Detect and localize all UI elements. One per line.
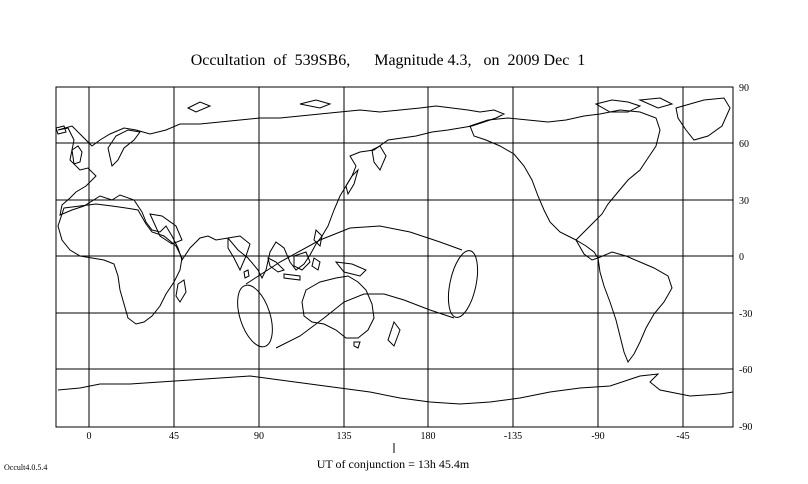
arctic-islands-coast-2: [638, 97, 674, 109]
australia-coast: [301, 275, 375, 339]
x-tick-label: -45: [676, 431, 689, 442]
iceland-coast: [55, 125, 67, 135]
y-tick-label: -90: [739, 422, 752, 433]
path-north-limit: [245, 225, 463, 285]
borneo-coast: [293, 251, 311, 271]
india-coast: [227, 235, 251, 272]
arabia-coast: [149, 213, 183, 245]
sumatra-coast: [267, 257, 285, 273]
eurasia-coast: [57, 105, 506, 280]
sri-lanka-coast: [243, 269, 250, 279]
tasmania-coast: [353, 341, 361, 349]
coastlines: [55, 97, 734, 405]
x-tick-label: -135: [504, 431, 522, 442]
grid: [56, 87, 733, 427]
x-tick-label: 0: [87, 431, 92, 442]
y-tick-labels: 90 60 30 0 -30 -60 -90: [739, 83, 752, 433]
path-end-ellipse: [447, 250, 479, 318]
uk-coast: [71, 145, 83, 165]
y-tick-label: 60: [739, 139, 749, 150]
greenland-coast: [675, 97, 731, 141]
novaya-zemlya: [186, 101, 212, 113]
path-south-limit: [275, 293, 455, 349]
x-tick-label: 180: [421, 431, 436, 442]
south-america-coast: [597, 251, 673, 364]
y-tick-label: 0: [739, 252, 744, 263]
sulawesi-coast: [311, 257, 321, 271]
x-tick-label: 90: [254, 431, 264, 442]
y-tick-label: -60: [739, 365, 752, 376]
y-tick-label: 30: [739, 196, 749, 207]
africa-coast: [57, 203, 183, 325]
scandinavia-coast: [107, 129, 141, 167]
north-america-coast: [469, 109, 661, 241]
siberia-islands: [299, 99, 332, 109]
new-zealand-coast: [387, 320, 401, 347]
japan-coast: [345, 168, 360, 196]
madagascar-coast: [175, 279, 187, 303]
kamchatka-coast: [371, 145, 387, 171]
philippines-coast: [313, 228, 323, 248]
new-guinea-coast: [334, 261, 367, 277]
map-frame: [55, 86, 734, 428]
path-start-ellipse: [237, 284, 273, 348]
y-tick-label: -30: [739, 309, 752, 320]
arctic-islands-coast: [594, 99, 642, 113]
map-title: Occultation of 539SB6, Magnitude 4.3, on…: [190, 52, 586, 69]
x-tick-label: -90: [591, 431, 604, 442]
central-america-coast: [574, 238, 599, 261]
conjunction-label: UT of conjunction = 13h 45.4m: [316, 457, 470, 471]
y-tick-label: 90: [739, 83, 749, 94]
java-coast: [283, 273, 301, 281]
antarctica-coast: [57, 373, 734, 405]
version-label: Occult4.0.5.4: [4, 463, 48, 472]
x-tick-labels: 0 45 90 135 180 -135 -90 -45: [87, 431, 690, 442]
occultation-path: [237, 225, 479, 349]
x-tick-label: 135: [337, 431, 352, 442]
x-tick-label: 45: [169, 431, 179, 442]
